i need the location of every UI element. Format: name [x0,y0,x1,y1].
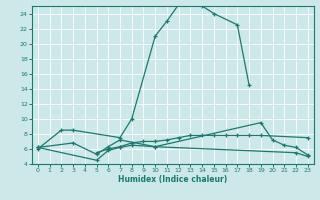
X-axis label: Humidex (Indice chaleur): Humidex (Indice chaleur) [118,175,228,184]
